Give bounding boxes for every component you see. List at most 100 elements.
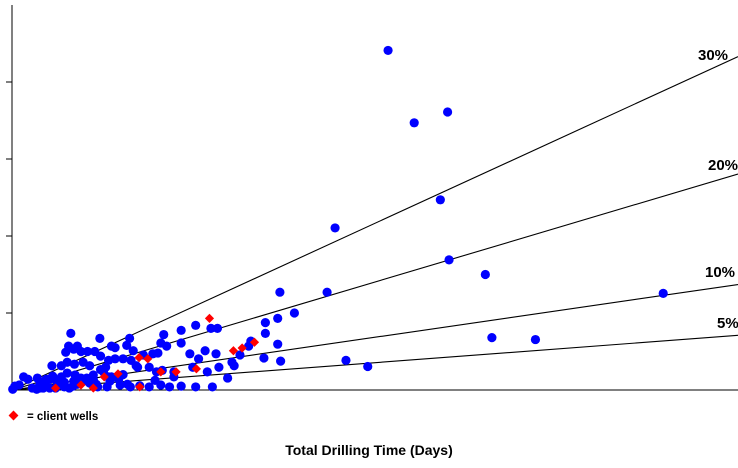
data-point <box>95 333 105 344</box>
data-point <box>383 45 393 56</box>
data-point <box>164 382 175 392</box>
data-point <box>235 350 245 360</box>
data-point <box>211 349 221 359</box>
data-point <box>47 361 57 371</box>
data-point <box>144 382 154 392</box>
data-point <box>128 346 138 356</box>
reference-line <box>11 334 738 391</box>
data-point <box>200 346 210 356</box>
data-point <box>118 354 128 364</box>
data-markers <box>8 45 668 394</box>
reference-line <box>11 283 738 391</box>
data-point <box>106 341 117 351</box>
client-well-point <box>50 383 61 393</box>
data-point <box>125 333 135 344</box>
client-well-point <box>191 364 202 374</box>
client-well-point <box>156 367 166 377</box>
data-point <box>176 338 186 348</box>
data-point <box>435 195 445 205</box>
data-point <box>56 361 66 371</box>
data-point <box>214 362 224 372</box>
data-point <box>61 347 71 357</box>
reference-line-label: 30% <box>698 47 728 64</box>
data-point <box>185 349 195 359</box>
reference-line <box>11 56 738 391</box>
data-point <box>66 328 76 339</box>
data-point <box>289 308 300 318</box>
data-point <box>191 382 201 392</box>
data-point <box>207 382 217 392</box>
x-axis-label: Total Drilling Time (Days) <box>285 442 453 458</box>
data-point <box>19 372 29 382</box>
data-point <box>273 313 283 323</box>
data-point <box>191 320 201 330</box>
data-point <box>276 356 286 366</box>
data-point <box>330 223 340 233</box>
client-well-diamond-icon <box>8 410 19 421</box>
data-point <box>273 339 283 349</box>
data-point <box>530 334 541 345</box>
data-point <box>144 362 154 372</box>
client-well-point <box>204 313 215 323</box>
data-point <box>259 353 269 363</box>
data-point <box>101 362 111 372</box>
data-point <box>487 333 497 343</box>
data-point <box>114 374 124 384</box>
reference-line-label: 20% <box>708 157 738 174</box>
client-well-point <box>135 382 145 392</box>
client-well-point <box>237 343 247 353</box>
data-point <box>27 383 37 393</box>
reference-lines: 30% 20% 10% 5% <box>11 47 738 391</box>
data-point <box>176 381 186 391</box>
data-point <box>341 355 351 365</box>
client-well-point <box>249 337 260 347</box>
data-point <box>32 373 43 383</box>
data-point <box>122 340 132 350</box>
data-point <box>202 367 212 377</box>
data-point <box>176 325 186 335</box>
legend: = client wells <box>6 410 99 423</box>
data-point <box>159 329 169 340</box>
data-point <box>78 357 88 367</box>
data-point <box>227 357 237 367</box>
data-point <box>658 288 668 298</box>
client-well-point <box>171 367 181 377</box>
client-well-point <box>228 346 239 356</box>
data-point <box>244 341 254 351</box>
data-point <box>156 338 166 348</box>
client-well-point <box>76 380 86 390</box>
data-point <box>70 370 80 380</box>
client-well-point <box>88 383 98 393</box>
data-point <box>148 349 158 359</box>
data-point <box>206 323 216 333</box>
data-point <box>212 323 223 333</box>
data-point <box>480 269 490 280</box>
data-point <box>444 255 454 265</box>
data-point <box>69 359 80 369</box>
reference-line-label: 10% <box>705 264 735 281</box>
client-well-point <box>143 354 153 364</box>
data-point <box>275 287 285 297</box>
client-well-point <box>113 369 123 379</box>
reference-line-label: 5% <box>717 315 738 332</box>
data-point <box>260 318 270 328</box>
data-point <box>322 287 332 297</box>
data-point <box>82 346 93 357</box>
data-point <box>443 107 453 117</box>
data-point <box>409 118 419 128</box>
client-well-point <box>99 372 109 382</box>
axes <box>6 5 738 391</box>
client-well-point <box>134 353 144 363</box>
data-point <box>90 346 100 357</box>
legend-label: = client wells <box>27 411 99 423</box>
data-point <box>223 373 233 383</box>
data-point <box>122 379 133 389</box>
data-point <box>126 355 136 365</box>
data-point <box>41 374 51 384</box>
data-point <box>260 328 270 339</box>
data-point <box>150 375 160 385</box>
data-point <box>8 384 18 394</box>
data-point <box>363 361 373 372</box>
data-point <box>193 354 204 364</box>
